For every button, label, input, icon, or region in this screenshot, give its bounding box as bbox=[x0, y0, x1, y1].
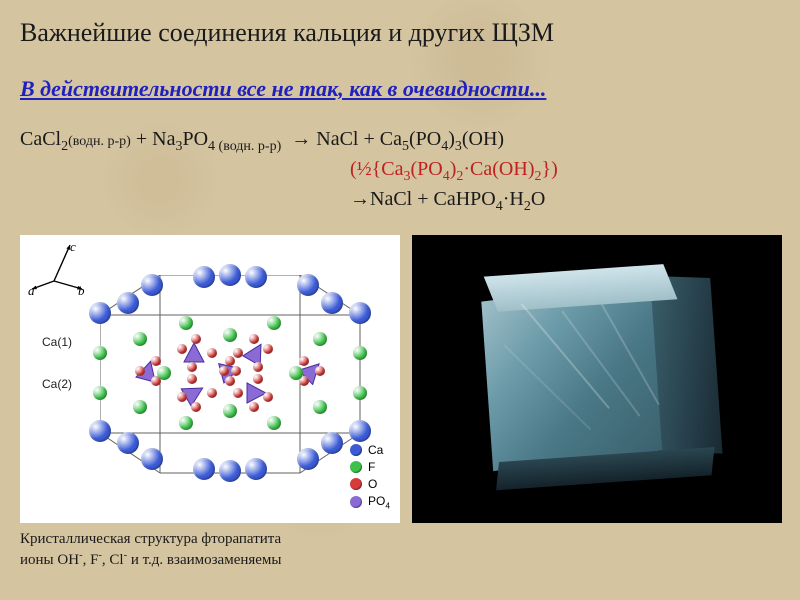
fluorine-atom bbox=[313, 332, 327, 346]
page-title: Важнейшие соединения кальция и других ЩЗ… bbox=[20, 18, 554, 48]
calcium-atom bbox=[321, 432, 343, 454]
calcium-atom bbox=[321, 292, 343, 314]
legend-label: O bbox=[368, 477, 377, 491]
calcium-atom bbox=[141, 448, 163, 470]
calcium-atom bbox=[117, 292, 139, 314]
fluorine-atom bbox=[267, 416, 281, 430]
oxygen-atom bbox=[191, 402, 201, 412]
svg-text:a: a bbox=[28, 283, 35, 297]
oxygen-atom bbox=[187, 362, 197, 372]
oxygen-atom bbox=[191, 334, 201, 344]
calcium-atom bbox=[89, 302, 111, 324]
fluorine-atom bbox=[179, 416, 193, 430]
calcium-atom bbox=[245, 266, 267, 288]
calcium-atom bbox=[297, 448, 319, 470]
oxygen-atom bbox=[253, 362, 263, 372]
fluorine-atom bbox=[289, 366, 303, 380]
calcium-atom bbox=[219, 460, 241, 482]
mineral-photo bbox=[412, 235, 782, 523]
calcium-atom bbox=[297, 274, 319, 296]
fluorine-atom bbox=[179, 316, 193, 330]
fluorine-atom bbox=[223, 328, 237, 342]
oxygen-atom bbox=[315, 366, 325, 376]
calcium-atom bbox=[141, 274, 163, 296]
oxygen-atom bbox=[151, 356, 161, 366]
oxygen-atom bbox=[233, 348, 243, 358]
oxygen-atom bbox=[219, 366, 229, 376]
fluorine-atom bbox=[133, 400, 147, 414]
diagram-caption: Кристаллическая структура фторапатитаион… bbox=[20, 530, 282, 570]
oxygen-atom bbox=[249, 334, 259, 344]
ca-site-label: Ca(1) bbox=[42, 335, 72, 349]
crystal-streaks bbox=[459, 250, 735, 508]
legend-label: Ca bbox=[368, 443, 383, 457]
fluorine-atom bbox=[313, 400, 327, 414]
oxygen-atom bbox=[263, 344, 273, 354]
fluorine-atom bbox=[353, 386, 367, 400]
fluorine-atom bbox=[223, 404, 237, 418]
calcium-atom bbox=[193, 458, 215, 480]
calcium-atom bbox=[89, 420, 111, 442]
axis-inset: a b c bbox=[26, 241, 92, 297]
oxygen-atom bbox=[231, 366, 241, 376]
legend-swatch bbox=[350, 461, 362, 473]
equation-line-3: →NaCl + CaHPO4·H2O bbox=[350, 188, 545, 215]
calcium-atom bbox=[245, 458, 267, 480]
fluorine-atom bbox=[133, 332, 147, 346]
axes-icon: a b c bbox=[26, 241, 92, 297]
calcium-atom bbox=[117, 432, 139, 454]
legend-label: PO4 bbox=[368, 494, 390, 510]
legend-label: F bbox=[368, 460, 375, 474]
oxygen-atom bbox=[177, 344, 187, 354]
legend: Ca FO PO4 bbox=[350, 440, 390, 513]
calcium-atom bbox=[193, 266, 215, 288]
fluorine-atom bbox=[353, 346, 367, 360]
calcium-atom bbox=[349, 302, 371, 324]
fluorine-atom bbox=[157, 366, 171, 380]
fluorine-atom bbox=[267, 316, 281, 330]
oxygen-atom bbox=[233, 388, 243, 398]
phosphate-tetrahedron bbox=[183, 342, 205, 364]
oxygen-atom bbox=[225, 356, 235, 366]
equation-line-1: CaCl2(водн. р-р) + Na3PO4 (водн. р-р) → … bbox=[20, 128, 504, 155]
oxygen-atom bbox=[135, 366, 145, 376]
oxygen-atom bbox=[225, 376, 235, 386]
legend-swatch bbox=[350, 478, 362, 490]
ca-site-label: Ca(2) bbox=[42, 377, 72, 391]
crystal-structure-diagram: abc Ca(1)Ca(2) CaFOPO4 bbox=[20, 235, 400, 523]
oxygen-atom bbox=[263, 392, 273, 402]
legend-swatch bbox=[350, 496, 362, 508]
oxygen-atom bbox=[187, 374, 197, 384]
oxygen-atom bbox=[177, 392, 187, 402]
legend-item: Ca bbox=[350, 443, 390, 457]
fluorine-atom bbox=[93, 346, 107, 360]
oxygen-atom bbox=[207, 348, 217, 358]
oxygen-atom bbox=[249, 402, 259, 412]
legend-item: O bbox=[350, 477, 390, 491]
legend-item: F bbox=[350, 460, 390, 474]
oxygen-atom bbox=[299, 356, 309, 366]
equation-line-2: (½{Ca3(PO4)2·Ca(OH)2}) bbox=[350, 158, 558, 185]
svg-text:b: b bbox=[78, 283, 85, 297]
unit-cell: Ca(1)Ca(2) bbox=[100, 275, 370, 473]
svg-text:c: c bbox=[70, 241, 76, 254]
oxygen-atom bbox=[253, 374, 263, 384]
legend-item: PO4 bbox=[350, 494, 390, 510]
subtitle: В действительности все не так, как в оче… bbox=[20, 76, 546, 102]
oxygen-atom bbox=[207, 388, 217, 398]
legend-swatch bbox=[350, 444, 362, 456]
apatite-crystal bbox=[459, 250, 735, 508]
fluorine-atom bbox=[93, 386, 107, 400]
calcium-atom bbox=[219, 264, 241, 286]
